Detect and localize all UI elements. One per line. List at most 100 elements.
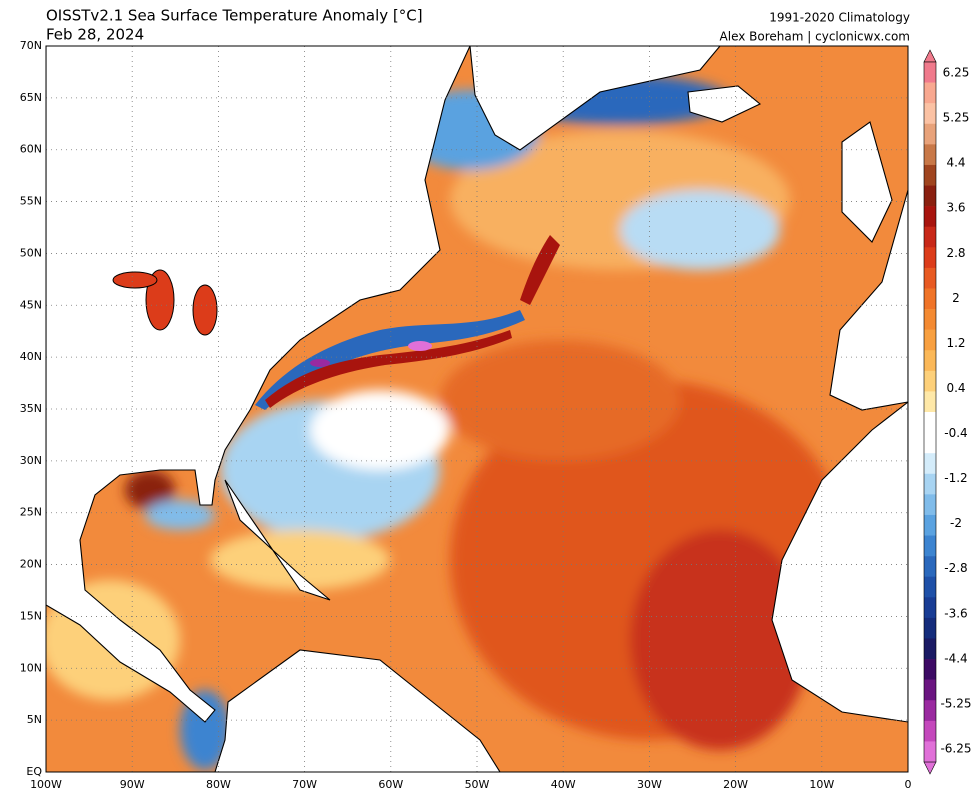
- lon-label: 80W: [206, 778, 231, 791]
- colorbar-label: 1.2: [946, 336, 965, 350]
- colorbar-swatch: [924, 597, 936, 619]
- lat-label: 50N: [20, 246, 42, 259]
- colorbar-label: -6.25: [940, 742, 971, 756]
- colorbar-swatch: [924, 82, 936, 104]
- colorbar-swatch: [924, 514, 936, 536]
- lat-label: 20N: [20, 558, 42, 571]
- colorbar-swatch: [924, 185, 936, 207]
- lon-label: 20W: [723, 778, 748, 791]
- colorbar-frame: [923, 61, 937, 763]
- lat-label: 55N: [20, 195, 42, 208]
- colorbar-label: -2.8: [944, 561, 967, 575]
- warm-anomaly: [125, 470, 175, 510]
- map-title: OISSTv2.1 Sea Surface Temperature Anomal…: [46, 7, 423, 25]
- lat-label: 15N: [20, 609, 42, 622]
- warm-band: [265, 330, 512, 408]
- colorbar-label: 0.4: [946, 381, 965, 395]
- colorbar-swatch: [924, 679, 936, 701]
- colorbar-swatch: [924, 659, 936, 680]
- cool-band: [255, 310, 525, 410]
- lat-label: 65N: [20, 91, 42, 104]
- colorbar-label: 6.25: [943, 66, 970, 80]
- colorbar-swatch: [924, 123, 936, 145]
- colorbar-swatch: [924, 288, 936, 310]
- extreme-anomaly: [408, 341, 432, 351]
- colorbar-label: 2: [952, 291, 960, 305]
- colorbar-swatch: [924, 535, 936, 557]
- colorbar-swatch: [924, 103, 936, 125]
- colorbar-label: -3.6: [944, 606, 967, 620]
- colorbar-end: [923, 49, 937, 63]
- colorbar-swatch: [924, 247, 936, 269]
- colorbar-swatch: [924, 164, 936, 186]
- colorbar-swatch: [924, 556, 936, 578]
- map-frame: [45, 45, 909, 773]
- graticule: [46, 46, 908, 772]
- colorbar-swatch: [924, 720, 936, 742]
- warm-anomaly: [630, 530, 810, 750]
- iceland: [687, 85, 762, 123]
- africa: [771, 401, 908, 723]
- colorbar-swatch: [924, 617, 936, 639]
- colorbar-label: 4.4: [946, 156, 965, 170]
- lat-label: 30N: [20, 454, 42, 467]
- lat-label: 10N: [20, 661, 42, 674]
- lon-label: 0: [905, 778, 912, 791]
- lat-label: 35N: [20, 402, 42, 415]
- colorbar-swatch: [924, 700, 936, 722]
- lat-label: 60N: [20, 143, 42, 156]
- colorbar-swatch: [924, 741, 936, 763]
- lat-label: 25N: [20, 506, 42, 519]
- lon-label: 90W: [120, 778, 145, 791]
- british-isles: [841, 121, 893, 243]
- colorbar-swatch: [924, 267, 936, 289]
- colorbar-swatch: [924, 206, 936, 228]
- colorbar-label: 2.8: [946, 246, 965, 260]
- extreme-anomaly: [310, 359, 330, 367]
- colorbar-swatch: [924, 576, 936, 598]
- colorbar-label: -5.25: [940, 696, 971, 710]
- colorbar-end: [923, 761, 937, 775]
- neutral-anomaly: [310, 390, 450, 470]
- lon-label: 60W: [378, 778, 403, 791]
- map-area: [46, 46, 908, 772]
- colorbar-label: -0.4: [944, 426, 967, 440]
- colorbar-swatch: [924, 144, 936, 166]
- colorbar-swatch: [924, 453, 936, 475]
- colorbar-label: -1.2: [944, 471, 967, 485]
- europe: [829, 189, 908, 411]
- colorbar-swatch: [924, 473, 936, 495]
- lon-label: 10W: [809, 778, 834, 791]
- colorbar-label: 3.6: [946, 201, 965, 215]
- colorbar-swatch: [924, 226, 936, 248]
- north-america: [46, 46, 471, 723]
- colorbar-swatch: [924, 309, 936, 330]
- cool-anomaly: [620, 190, 780, 270]
- anomaly-field: [46, 75, 850, 770]
- colorbar-swatch: [924, 412, 936, 433]
- lon-label: 100W: [30, 778, 62, 791]
- warm-band: [520, 235, 560, 305]
- colorbar-label: 5.25: [943, 111, 970, 125]
- great-lake: [112, 271, 158, 289]
- lat-label: 40N: [20, 350, 42, 363]
- islands: [224, 479, 331, 601]
- lat-label: 5N: [27, 713, 42, 726]
- mild-anomaly: [210, 530, 390, 590]
- lon-label: 70W: [292, 778, 317, 791]
- map-date: Feb 28, 2024: [46, 26, 144, 44]
- credit: Alex Boreham | cyclonicwx.com: [720, 30, 910, 44]
- colorbar-swatch: [924, 329, 936, 351]
- colorbar-swatch: [924, 638, 936, 660]
- colorbar-label: -4.4: [944, 651, 967, 665]
- colorbar-label: -2: [950, 516, 962, 530]
- colorbar-swatch: [924, 494, 936, 516]
- colorbar-swatch: [924, 62, 936, 83]
- colorbar-swatch: [924, 350, 936, 372]
- lon-label: 30W: [637, 778, 662, 791]
- lon-label: 40W: [551, 778, 576, 791]
- warm-anomaly: [440, 340, 680, 460]
- colorbar-swatch: [924, 432, 936, 454]
